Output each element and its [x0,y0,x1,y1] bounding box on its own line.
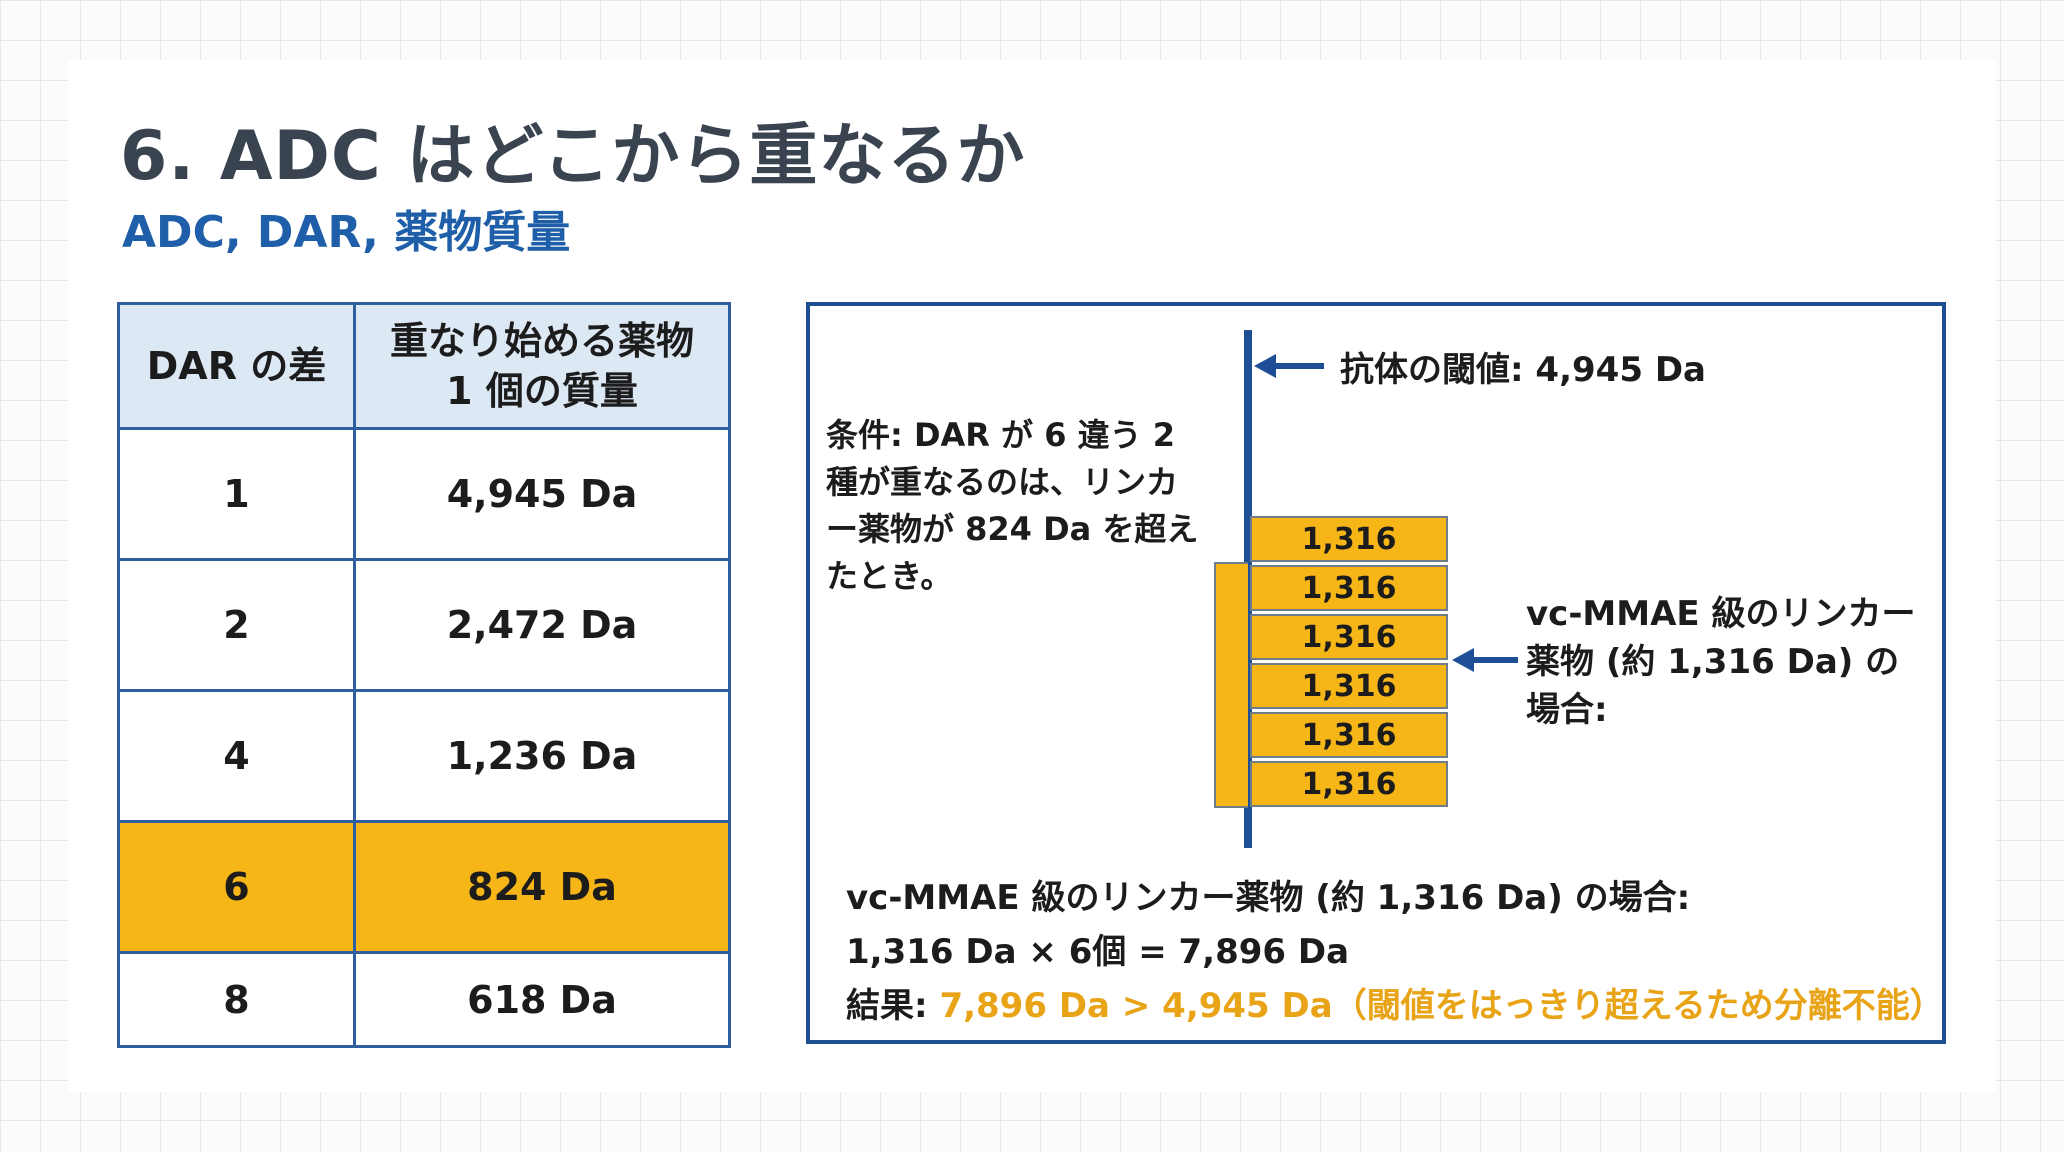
side-note-line: 場合: [1526,690,1608,730]
condition-line: 種が重なるのは、リンカ [826,463,1179,501]
stack-arrow-icon [1452,648,1474,672]
mass-cell: 1,236 Da [353,689,731,823]
header-dar-diff: DAR の差 [117,302,356,430]
calc-line-1: vc-MMAE 級のリンカー薬物 (約 1,316 Da) の場合: [846,878,1691,918]
drug-block: 1,316 [1250,516,1448,562]
condition-text: 条件: DAR が 6 違う 2 種が重なるのは、リンカ ー薬物が 824 Da… [826,412,1198,600]
threshold-label: 抗体の閾値: 4,945 Da [1340,350,1706,390]
threshold-axis-line [1244,330,1252,848]
result-value: 7,896 Da > 4,945 Da（閾値をはっきり超えるため分離不能） [939,986,1944,1026]
dar-cell: 6 [117,820,356,954]
drug-block: 1,316 [1250,614,1448,660]
calc-line-2: 1,316 Da × 6個 = 7,896 Da [846,932,1350,972]
dar-cell: 2 [117,558,356,692]
table-row: 2 2,472 Da [117,558,731,692]
header-drug-mass-line1: 重なり始める薬物 [389,319,694,363]
threshold-arrow-shaft [1272,363,1324,369]
table-header-row: DAR の差 重なり始める薬物 1 個の質量 [117,302,731,430]
drug-block: 1,316 [1250,565,1448,611]
table-row: 4 1,236 Da [117,689,731,823]
side-note-line: 薬物 (約 1,316 Da) の [1526,642,1900,682]
side-note: vc-MMAE 級のリンカー 薬物 (約 1,316 Da) の 場合: [1526,590,1915,734]
table-row-highlighted: 6 824 Da [117,820,731,954]
mass-cell: 4,945 Da [353,427,731,561]
side-note-line: vc-MMAE 級のリンカー [1526,594,1916,634]
explanation-panel: 抗体の閾値: 4,945 Da 条件: DAR が 6 違う 2 種が重なるのは… [806,302,1946,1044]
condition-line: ー薬物が 824 Da を超え [826,510,1199,548]
drug-block: 1,316 [1250,761,1448,807]
mass-cell: 618 Da [353,951,731,1048]
table-row: 1 4,945 Da [117,427,731,561]
stack-side-strip [1214,562,1248,808]
drug-block: 1,316 [1250,712,1448,758]
drug-block: 1,316 [1250,663,1448,709]
page-subtitle: ADC, DAR, 薬物質量 [122,207,571,258]
table-row: 8 618 Da [117,951,731,1048]
mass-cell: 824 Da [353,820,731,954]
condition-line: 条件: DAR が 6 違う 2 [826,416,1176,454]
dar-cell: 8 [117,951,356,1048]
dar-cell: 1 [117,427,356,561]
page-title: 6. ADC はどこから重なるか [120,117,1026,196]
condition-line: たとき。 [826,557,953,595]
result-prefix: 結果: [846,986,928,1026]
header-drug-mass-line2: 1 個の質量 [446,369,638,413]
stack-arrow-shaft [1470,657,1518,663]
mass-cell: 2,472 Da [353,558,731,692]
header-drug-mass: 重なり始める薬物 1 個の質量 [353,302,731,430]
dar-cell: 4 [117,689,356,823]
dar-mass-table: DAR の差 重なり始める薬物 1 個の質量 1 4,945 Da 2 2,47… [117,302,731,1048]
threshold-arrow-icon [1254,354,1276,378]
result-line: 結果: 7,896 Da > 4,945 Da（閾値をはっきり超えるため分離不能… [846,978,1944,1027]
